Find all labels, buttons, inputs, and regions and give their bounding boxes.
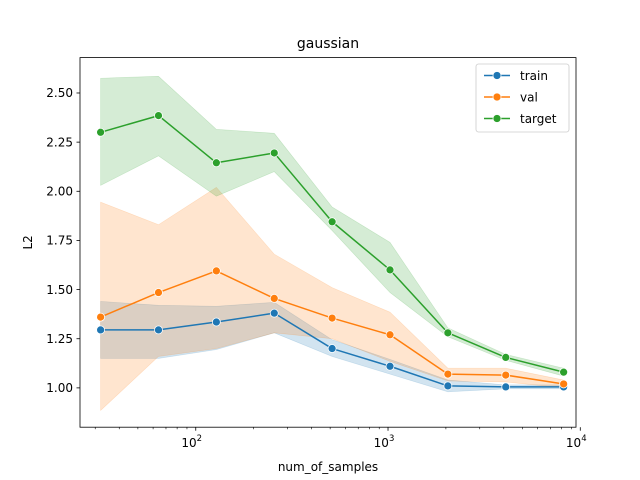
point-train-5 (385, 361, 395, 371)
point-val-7 (501, 370, 511, 380)
point-train-7 (501, 382, 511, 392)
point-target-7 (501, 353, 511, 362)
y-tick-label: 2.50 (46, 86, 73, 100)
point-train-2 (211, 317, 221, 327)
point-val-0 (96, 312, 105, 322)
point-target-1 (154, 111, 163, 120)
x-tick-label: 103 (374, 434, 395, 450)
point-train-0 (96, 325, 105, 335)
x-tick-label: 102 (181, 434, 202, 450)
point-target-8 (559, 367, 569, 377)
x-tick-exponent: 4 (581, 434, 586, 444)
y-tick-label: 1.25 (46, 332, 73, 346)
x-tick-base: 10 (181, 436, 196, 450)
plot-frame (79, 57, 577, 428)
y-tick-label: 1.50 (46, 283, 73, 297)
x-axis-ticks: 102 103 104 (94, 427, 587, 450)
x-tick-label: 104 (566, 434, 587, 450)
point-val-2 (211, 266, 221, 276)
point-val-6 (443, 369, 453, 379)
point-train-1 (154, 325, 163, 335)
point-train-6 (443, 381, 453, 391)
x-tick-base: 10 (566, 436, 581, 450)
point-target-4 (327, 217, 337, 227)
legend-label-val: val (520, 90, 538, 104)
point-target-3 (269, 148, 279, 158)
y-axis-label: L2 (21, 235, 35, 249)
legend-label-train: train (520, 69, 548, 83)
point-val-8 (559, 379, 569, 389)
x-axis-label: num_of_samples (278, 460, 378, 474)
point-target-2 (211, 158, 221, 168)
y-tick-label: 1.00 (46, 381, 73, 395)
legend-marker-val (492, 92, 502, 102)
y-tick-label: 2.25 (46, 135, 73, 149)
point-val-1 (154, 288, 163, 297)
y-tick-label: 2.00 (46, 184, 73, 198)
series-markers (96, 111, 569, 392)
point-target-0 (96, 127, 105, 137)
point-train-3 (269, 308, 279, 318)
x-tick-exponent: 2 (197, 434, 202, 444)
point-target-5 (385, 265, 395, 275)
point-val-5 (385, 330, 395, 340)
x-tick-exponent: 3 (389, 434, 394, 444)
point-target-6 (443, 328, 453, 338)
y-axis-ticks: 1.00 1.25 1.50 1.75 2.00 2.25 2.50 (46, 86, 80, 395)
legend-marker-train (492, 71, 502, 80)
x-tick-base: 10 (374, 436, 389, 450)
point-val-3 (269, 294, 279, 303)
point-val-4 (327, 313, 337, 323)
chart-title: gaussian (297, 36, 359, 52)
point-train-4 (327, 344, 337, 353)
legend-label-target: target (520, 112, 557, 126)
y-tick-label: 1.75 (46, 234, 73, 248)
legend-marker-target (492, 114, 502, 123)
legend: train val target (475, 63, 570, 133)
